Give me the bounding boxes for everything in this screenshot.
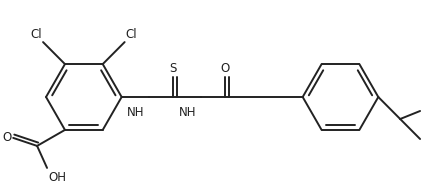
- Text: O: O: [220, 62, 230, 75]
- Text: Cl: Cl: [30, 28, 42, 41]
- Text: S: S: [170, 62, 177, 75]
- Text: Cl: Cl: [125, 28, 137, 41]
- Text: NH: NH: [127, 106, 145, 119]
- Text: OH: OH: [48, 171, 66, 184]
- Text: O: O: [2, 131, 11, 144]
- Text: NH: NH: [178, 106, 196, 119]
